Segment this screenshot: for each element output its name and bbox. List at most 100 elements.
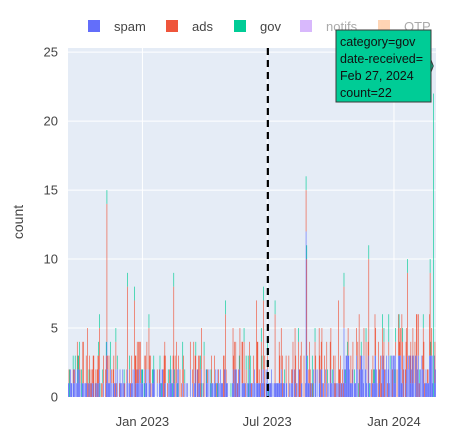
bar-ads[interactable] (333, 355, 334, 370)
bar-ads[interactable] (249, 341, 250, 370)
bar-spam[interactable] (153, 369, 155, 397)
bar-ads[interactable] (183, 355, 184, 397)
bar-spam[interactable] (349, 383, 351, 397)
bar-spam[interactable] (184, 383, 186, 397)
bar-ads[interactable] (82, 341, 84, 384)
bar-gov[interactable] (115, 328, 117, 342)
bar-ads[interactable] (416, 314, 417, 356)
bar-ads[interactable] (169, 369, 170, 384)
bar-ads[interactable] (318, 328, 320, 384)
bar-spam[interactable] (203, 383, 204, 397)
bar-spam[interactable] (276, 383, 278, 397)
bar-spam[interactable] (399, 355, 401, 397)
bar-spam[interactable] (198, 383, 200, 397)
bar-ads[interactable] (72, 369, 74, 384)
bar-spam[interactable] (308, 383, 310, 397)
bar-gov[interactable] (105, 341, 107, 356)
bar-spam[interactable] (126, 383, 128, 397)
bar-spam[interactable] (294, 369, 296, 397)
bar-spam[interactable] (373, 383, 375, 397)
bar-spam[interactable] (355, 383, 357, 397)
bar-gov[interactable] (159, 355, 161, 370)
bar-spam[interactable] (408, 369, 410, 397)
bar-ads[interactable] (89, 355, 91, 384)
bar-spam[interactable] (176, 383, 177, 397)
bar-gov[interactable] (347, 341, 348, 356)
bar-ads[interactable] (134, 300, 135, 370)
bar-spam[interactable] (220, 383, 222, 397)
bar-spam[interactable] (265, 369, 267, 397)
bar-spam[interactable] (140, 383, 142, 397)
bar-ads[interactable] (102, 383, 104, 397)
bar-spam[interactable] (249, 383, 251, 397)
bar-spam[interactable] (412, 383, 414, 397)
bar-gov[interactable] (79, 341, 80, 356)
bar-gov[interactable] (260, 328, 262, 342)
bar-ads[interactable] (173, 286, 175, 370)
bar-spam[interactable] (278, 383, 280, 397)
bar-spam[interactable] (247, 383, 248, 397)
bar-spam[interactable] (394, 383, 396, 397)
bar-ads[interactable] (225, 369, 227, 384)
bar-ads[interactable] (342, 383, 344, 397)
bar-spam[interactable] (212, 383, 213, 397)
bar-spam[interactable] (426, 383, 427, 397)
bar-spam[interactable] (165, 383, 166, 397)
bar-spam[interactable] (148, 369, 150, 397)
bar-gov[interactable] (152, 369, 153, 384)
bar-spam[interactable] (423, 383, 425, 397)
bar-spam[interactable] (258, 383, 259, 397)
bar-ads[interactable] (352, 341, 354, 370)
bar-ads[interactable] (357, 341, 359, 370)
bar-ads[interactable] (136, 341, 138, 384)
bar-spam[interactable] (310, 383, 312, 397)
bar-spam[interactable] (389, 383, 390, 397)
bar-ads[interactable] (305, 190, 307, 232)
bar-spam[interactable] (345, 355, 347, 397)
bar-spam[interactable] (391, 355, 392, 397)
bar-spam[interactable] (424, 383, 426, 397)
bar-spam[interactable] (285, 383, 287, 397)
bar-spam[interactable] (367, 383, 369, 397)
bar-spam[interactable] (86, 383, 88, 397)
bar-ads[interactable] (334, 355, 336, 384)
bar-spam[interactable] (232, 369, 234, 397)
bar-spam[interactable] (169, 383, 171, 397)
bar-spam[interactable] (415, 355, 416, 397)
bar-ads[interactable] (263, 300, 264, 370)
bar-spam[interactable] (70, 383, 72, 397)
bar-ads[interactable] (127, 286, 128, 370)
bar-spam[interactable] (107, 383, 109, 397)
bar-spam[interactable] (283, 383, 285, 397)
bar-spam[interactable] (306, 355, 308, 397)
bar-ads[interactable] (299, 369, 301, 397)
bar-spam[interactable] (73, 369, 75, 397)
bar-spam[interactable] (141, 383, 143, 397)
bar-gov[interactable] (123, 369, 125, 384)
bar-gov[interactable] (402, 328, 403, 342)
bar-spam[interactable] (185, 383, 187, 397)
bar-ads[interactable] (251, 383, 252, 397)
bar-gov[interactable] (298, 328, 299, 342)
bar-spam[interactable] (350, 383, 352, 397)
bar-ads[interactable] (324, 355, 326, 384)
bar-ads[interactable] (134, 355, 136, 397)
bar-spam[interactable] (217, 369, 219, 397)
bar-ads[interactable] (234, 341, 235, 370)
bar-ads[interactable] (144, 355, 146, 370)
bar-spam[interactable] (366, 383, 368, 397)
bar-spam[interactable] (401, 369, 403, 397)
bar-spam[interactable] (356, 355, 357, 397)
bar-spam[interactable] (207, 383, 208, 397)
bar-ads[interactable] (401, 314, 403, 370)
bar-spam[interactable] (132, 383, 133, 397)
bar-gov[interactable] (249, 355, 251, 384)
bar-ads[interactable] (288, 355, 290, 397)
bar-ads[interactable] (396, 369, 398, 397)
bar-gov[interactable] (261, 355, 263, 370)
bar-ads[interactable] (103, 355, 104, 384)
bar-gov[interactable] (98, 341, 99, 356)
bar-spam[interactable] (236, 383, 238, 397)
bar-spam[interactable] (79, 383, 81, 397)
bar-spam[interactable] (278, 383, 279, 397)
